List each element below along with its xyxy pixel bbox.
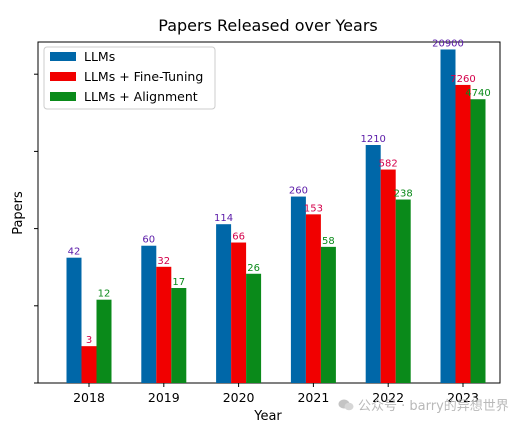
y-axis-ticks [34,73,38,384]
legend-item-label: LLMs [84,49,115,64]
data-label: 32 [157,256,170,267]
data-label: 7260 [450,74,475,85]
data-label: 58 [322,236,335,247]
watermark-text: 公众号 · barry的异想世界 [358,399,509,414]
legend-swatch [50,52,76,61]
x-tick-label: 2023 [447,390,479,405]
bar [395,199,411,383]
data-label: 17 [172,277,185,288]
bar [305,214,321,383]
data-label: 42 [68,247,81,258]
legend-box [43,46,216,110]
bar [320,246,336,383]
bar [171,288,187,383]
bar [156,266,172,383]
data-label: 20900 [432,38,464,49]
bar [81,346,97,383]
bar [216,224,232,383]
data-label: 12 [98,289,111,300]
legend-swatch [50,92,76,101]
data-label: 3 [86,335,92,346]
legend-swatch [50,72,76,81]
bar [141,245,157,383]
legend-item-label: LLMs + Alignment [84,89,198,104]
wechat-icon [338,399,354,411]
bar [365,145,381,383]
x-axis-ticks: 2018 2019 2020 2021 2022 2023 [73,383,479,405]
legend-item-label: LLMs + Fine-Tuning [84,69,203,84]
x-tick-label: 2022 [372,390,404,405]
data-label: 238 [394,189,413,200]
data-label: 260 [289,186,308,197]
bar [66,257,82,383]
chart-title: Papers Released over Years [158,16,377,35]
data-label: 1210 [360,134,385,145]
x-tick-label: 2018 [73,390,105,405]
bar [246,273,262,383]
data-label: 153 [304,203,323,214]
bar [96,299,112,383]
x-axis-label: Year [253,409,282,424]
bars-group [66,49,486,383]
data-label: 582 [379,159,398,170]
bar [470,99,486,383]
bar [455,84,471,383]
plot-area [37,41,501,384]
x-tick-label: 2020 [223,390,255,405]
bar [231,242,247,383]
bar [380,169,396,383]
data-label: 4740 [465,88,490,99]
data-label: 66 [232,232,245,243]
data-label: 60 [142,235,155,246]
bar [290,196,306,383]
data-label: 114 [214,213,233,224]
y-axis-label: Papers [11,191,26,235]
legend: LLMs LLMs + Fine-Tuning LLMs + Alignment [43,46,216,110]
watermark: 公众号 · barry的异想世界 [338,395,509,414]
x-tick-label: 2021 [297,390,329,405]
data-label: 26 [247,263,260,274]
bar [440,49,456,383]
x-tick-label: 2019 [148,390,180,405]
